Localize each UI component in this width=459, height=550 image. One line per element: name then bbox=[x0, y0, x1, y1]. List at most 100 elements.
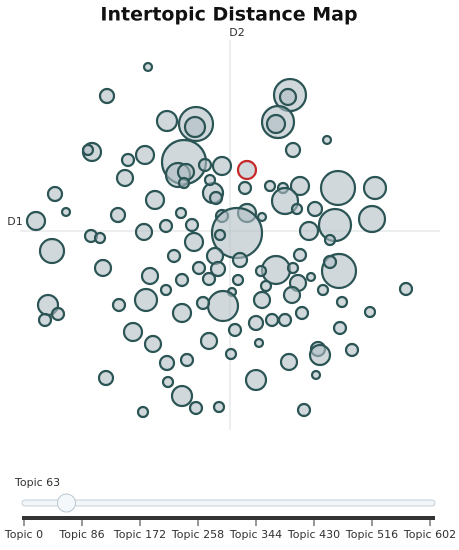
topic-bubble[interactable] bbox=[296, 402, 312, 418]
topic-bubble[interactable] bbox=[308, 343, 332, 367]
topic-bubble[interactable] bbox=[277, 312, 293, 328]
topic-bubble[interactable] bbox=[357, 204, 387, 234]
topic-bubble[interactable] bbox=[227, 322, 243, 338]
topic-bubble[interactable] bbox=[111, 297, 127, 313]
topic-bubble[interactable] bbox=[256, 211, 268, 223]
topic-bubble[interactable] bbox=[284, 141, 302, 159]
topic-bubble[interactable] bbox=[60, 206, 72, 218]
topic-bubble[interactable] bbox=[179, 352, 195, 368]
topic-bubble[interactable] bbox=[316, 283, 330, 297]
slider-rail bbox=[22, 516, 435, 520]
topic-bubble[interactable] bbox=[259, 279, 273, 293]
topic-bubble[interactable] bbox=[211, 155, 233, 177]
topic-bubble[interactable] bbox=[199, 331, 219, 351]
topic-bubble[interactable] bbox=[191, 260, 207, 276]
topic-bubble[interactable] bbox=[25, 210, 47, 232]
topic-bubble[interactable] bbox=[158, 354, 176, 372]
topic-bubble[interactable] bbox=[134, 144, 156, 166]
chart-title: Intertopic Distance Map bbox=[100, 4, 357, 26]
topic-bubble[interactable] bbox=[363, 305, 377, 319]
topic-bubble[interactable] bbox=[231, 251, 249, 269]
topic-bubble[interactable] bbox=[282, 285, 302, 305]
topic-bubble[interactable] bbox=[244, 368, 268, 392]
topic-bubble[interactable] bbox=[290, 202, 304, 216]
topic-bubble[interactable] bbox=[136, 405, 150, 419]
topic-bubble[interactable] bbox=[142, 61, 154, 73]
topic-bubble[interactable] bbox=[174, 206, 188, 220]
topic-bubble[interactable] bbox=[362, 175, 388, 201]
topic-bubble[interactable] bbox=[170, 384, 194, 408]
topic-bubble[interactable] bbox=[166, 248, 182, 264]
topic-bubble[interactable] bbox=[206, 289, 240, 323]
topic-bubble[interactable] bbox=[93, 231, 107, 245]
topic-bubble[interactable] bbox=[292, 247, 308, 263]
topic-bubble[interactable] bbox=[305, 271, 317, 283]
slider-handle[interactable] bbox=[56, 493, 76, 513]
topic-bubble[interactable] bbox=[97, 369, 115, 387]
topic-bubble[interactable] bbox=[224, 347, 238, 361]
topic-bubble[interactable] bbox=[289, 175, 311, 197]
topic-bubble[interactable] bbox=[143, 334, 163, 354]
topic-bubble[interactable] bbox=[115, 168, 135, 188]
topic-bubble[interactable] bbox=[134, 222, 154, 242]
topic-bubble[interactable] bbox=[174, 272, 190, 288]
topic-bubble[interactable] bbox=[212, 400, 226, 414]
topic-bubble[interactable] bbox=[317, 207, 353, 243]
topic-bubble[interactable] bbox=[161, 375, 175, 389]
topic-bubble[interactable] bbox=[197, 157, 213, 173]
topic-bubble[interactable] bbox=[122, 321, 144, 343]
topic-bubble[interactable] bbox=[140, 266, 160, 286]
topic-bubble[interactable] bbox=[247, 314, 265, 332]
topic-bubble[interactable] bbox=[321, 134, 333, 146]
topic-bubble[interactable] bbox=[155, 109, 179, 133]
topic-bubble[interactable] bbox=[286, 261, 300, 275]
topic-bubble[interactable] bbox=[188, 400, 204, 416]
topic-bubble[interactable] bbox=[201, 271, 217, 287]
topic-bubble[interactable] bbox=[254, 264, 268, 278]
topic-bubble[interactable] bbox=[322, 254, 338, 270]
topic-bubble[interactable] bbox=[177, 176, 191, 190]
topic-bubble[interactable] bbox=[208, 190, 224, 206]
topic-bubble[interactable] bbox=[144, 189, 166, 211]
topic-bubble[interactable] bbox=[81, 143, 95, 157]
topic-bubble[interactable] bbox=[50, 306, 66, 322]
topic-bubble[interactable] bbox=[310, 369, 322, 381]
topic-bubble[interactable] bbox=[184, 217, 200, 233]
topic-bubble[interactable] bbox=[183, 231, 205, 253]
topic-bubble[interactable] bbox=[38, 237, 66, 265]
topic-bubble[interactable] bbox=[279, 352, 299, 372]
topic-bubble[interactable] bbox=[298, 220, 320, 242]
topic-bubble[interactable] bbox=[335, 295, 349, 309]
topic-bubble[interactable] bbox=[263, 179, 277, 193]
topic-bubble[interactable] bbox=[46, 185, 64, 203]
topic-bubble[interactable] bbox=[109, 206, 127, 224]
topic-bubble[interactable] bbox=[237, 180, 253, 196]
topic-bubble[interactable] bbox=[203, 173, 217, 187]
topic-bubble[interactable] bbox=[332, 320, 348, 336]
topic-bubble[interactable] bbox=[252, 290, 272, 310]
topic-bubble[interactable] bbox=[231, 273, 245, 287]
topic-bubble[interactable] bbox=[213, 228, 227, 242]
selected-topic[interactable] bbox=[236, 159, 258, 181]
topic-bubble[interactable] bbox=[278, 87, 298, 107]
topic-bubble[interactable] bbox=[133, 287, 159, 313]
topic-bubble[interactable] bbox=[183, 115, 207, 139]
topic-bubble[interactable] bbox=[120, 152, 136, 168]
topic-bubble[interactable] bbox=[319, 169, 357, 207]
topic-bubble[interactable] bbox=[93, 258, 113, 278]
topic-bubble[interactable] bbox=[306, 200, 324, 218]
topic-bubble[interactable] bbox=[209, 260, 227, 278]
topic-bubble[interactable] bbox=[323, 233, 337, 247]
topic-bubble[interactable] bbox=[253, 337, 265, 349]
topic-bubble[interactable] bbox=[159, 283, 173, 297]
topic-bubble[interactable] bbox=[265, 113, 287, 135]
topic-bubble[interactable] bbox=[158, 218, 174, 234]
topic-bubble[interactable] bbox=[37, 312, 53, 328]
topic-bubble[interactable] bbox=[264, 312, 280, 328]
topic-bubble[interactable] bbox=[195, 295, 211, 311]
topic-bubble[interactable] bbox=[398, 281, 414, 297]
topic-bubble[interactable] bbox=[171, 302, 193, 324]
topic-bubble[interactable] bbox=[294, 305, 310, 321]
topic-bubble[interactable] bbox=[344, 342, 360, 358]
topic-bubble[interactable] bbox=[98, 87, 116, 105]
